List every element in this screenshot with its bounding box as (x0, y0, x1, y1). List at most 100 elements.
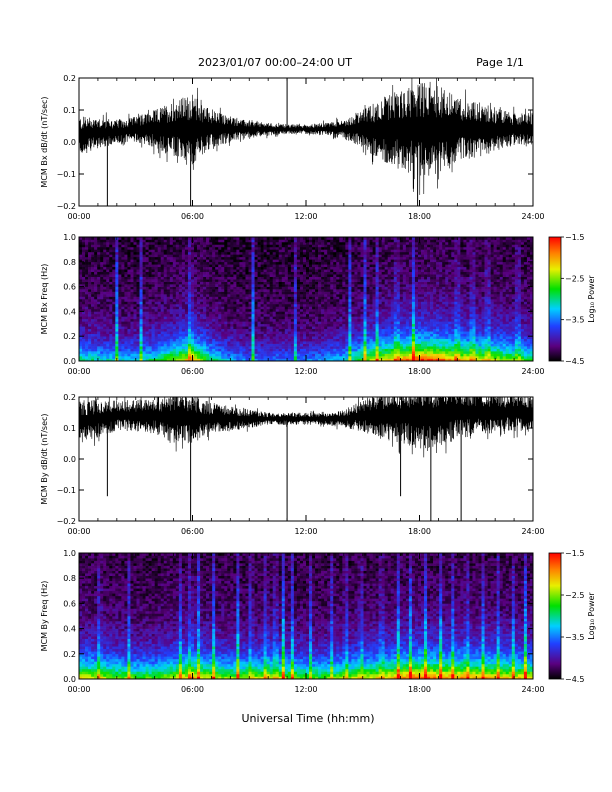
spectrogram-cell (121, 348, 125, 352)
spectrogram-cell (299, 251, 304, 255)
spectrogram-cell (296, 264, 301, 268)
spectrogram-cell (88, 348, 92, 352)
spectrogram-cell (197, 296, 201, 300)
spectrogram-cell (306, 259, 310, 263)
spectrogram-cell (118, 356, 122, 359)
spectrogram-cell (218, 348, 222, 352)
spectrogram-cell (100, 338, 104, 342)
spectrogram-cell (215, 279, 219, 282)
spectrogram-cell (212, 358, 216, 362)
spectrogram-cell (287, 274, 292, 277)
spectrogram-cell (142, 269, 146, 273)
spectrogram-cell (215, 333, 219, 337)
spectrogram-cell (278, 326, 283, 330)
spectrogram-cell (269, 246, 274, 250)
spectrogram-cell (363, 266, 367, 270)
spectrogram-cell (245, 294, 249, 297)
spectrogram-cell (369, 246, 373, 250)
spectrogram-cell (224, 333, 228, 337)
spectrogram-cell (172, 356, 177, 359)
spectrogram-cell (363, 333, 367, 337)
spectrogram-cell (133, 296, 137, 300)
spectrogram-cell (309, 239, 313, 243)
spectrogram-cell (145, 264, 149, 268)
spectrogram-cell (254, 274, 258, 277)
spectrogram-cell (194, 266, 198, 270)
spectrogram-cell (175, 294, 180, 297)
spectrogram-cell (124, 291, 128, 295)
spectrogram-cell (121, 333, 125, 337)
spectrogram-cell (203, 348, 207, 352)
spectrogram-cell (184, 244, 189, 248)
spectrogram-cell (175, 348, 180, 352)
spectrogram-cell (260, 246, 264, 250)
spectrogram-cell (154, 286, 158, 290)
spectrogram-cell (85, 284, 89, 287)
spectrogram-cell (230, 336, 234, 339)
spectrogram-cell (281, 274, 286, 277)
spectrogram-cell (248, 326, 252, 330)
spectrogram-cell (315, 239, 319, 243)
spectrogram-cell (85, 264, 89, 268)
spectrogram-cell (100, 249, 104, 253)
spectrogram-cell (281, 326, 286, 330)
spectrogram-cell (321, 338, 325, 342)
spectrogram-cell (251, 256, 255, 260)
spectrogram-cell (154, 256, 158, 260)
spectrogram-cell (133, 246, 137, 250)
spectrogram-cell (221, 316, 225, 320)
spectrogram-cell (239, 261, 243, 265)
spectrogram-cell (233, 274, 237, 277)
spectrogram-cell (266, 346, 270, 349)
spectrogram-cell (233, 346, 237, 349)
spectrogram-cell (302, 269, 307, 273)
spectrogram-cell (263, 343, 267, 347)
spectrogram-cell (372, 269, 376, 273)
spectrogram-cell (251, 261, 255, 265)
spectrogram-cell (178, 291, 183, 295)
spectrogram-cell (184, 256, 189, 260)
spectrogram-cell (324, 284, 328, 287)
spectrogram-cell (172, 346, 177, 349)
spectrogram-cell (290, 294, 295, 297)
spectrogram-cell (339, 341, 343, 344)
spectrogram-cell (290, 261, 295, 265)
spectrogram-cell (293, 284, 298, 287)
spectrogram-cell (118, 326, 122, 330)
spectrogram-cell (142, 244, 146, 248)
spectrogram-cell (348, 241, 352, 245)
spectrogram-cell (184, 331, 189, 335)
spectrogram-cell (160, 341, 165, 344)
spectrogram-cell (306, 343, 310, 347)
spectrogram-cell (160, 249, 165, 253)
spectrogram-cell (357, 296, 361, 300)
spectrogram-cell (112, 294, 116, 297)
spectrogram-cell (127, 338, 131, 342)
spectrogram-cell (239, 353, 243, 357)
spectrogram-cell (106, 321, 110, 325)
spectrogram-cell (233, 299, 237, 302)
spectrogram-cell (287, 303, 292, 307)
spectrogram-cell (118, 249, 122, 253)
spectrogram-cell (275, 299, 280, 302)
spectrogram-cell (139, 271, 143, 275)
spectrogram-cell (157, 271, 162, 275)
spectrogram-cell (118, 244, 122, 248)
spectrogram-cell (203, 289, 207, 292)
spectrogram-cell (190, 296, 195, 300)
spectrogram-cell (148, 294, 152, 297)
spectrogram-cell (178, 353, 183, 357)
spectrogram-cell (136, 284, 140, 287)
spectrogram-cell (133, 323, 137, 327)
spectrogram-cell (200, 246, 204, 250)
spectrogram-cell (251, 316, 255, 320)
spectrogram-cell (218, 279, 222, 282)
spectrogram-cell (230, 274, 234, 277)
spectrogram-cell (254, 266, 258, 270)
spectrogram-cell (296, 308, 301, 312)
spectrogram-cell (260, 256, 264, 260)
spectrogram-cell (160, 279, 165, 282)
spectrogram-cell (148, 341, 152, 344)
spectrogram-cell (200, 343, 204, 347)
spectrogram-cell (215, 261, 219, 265)
